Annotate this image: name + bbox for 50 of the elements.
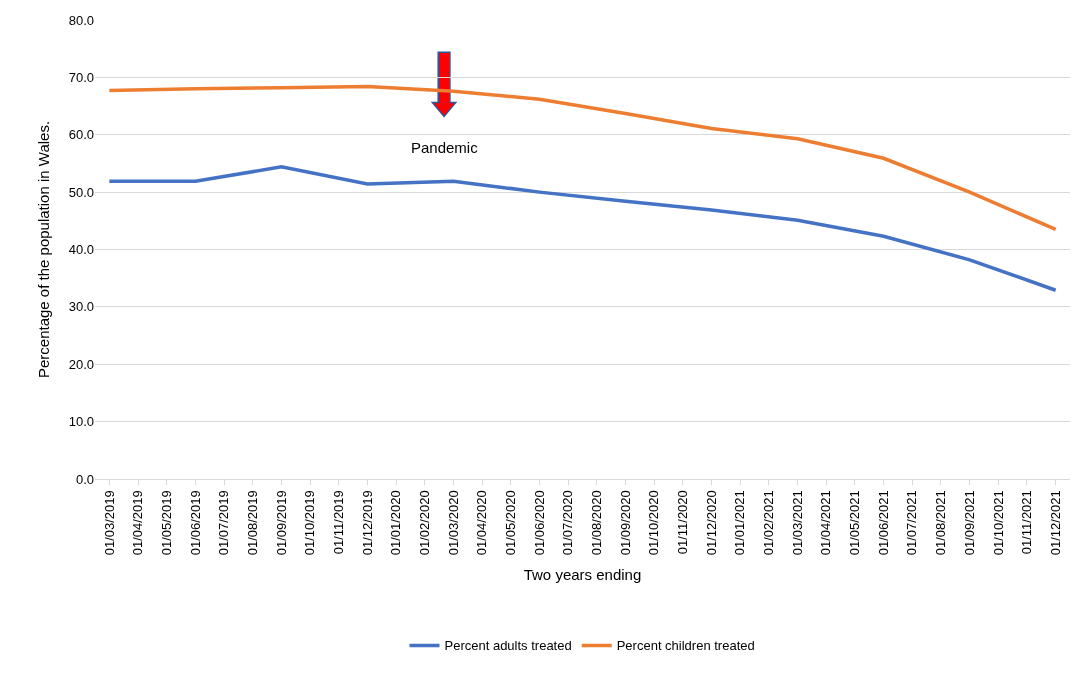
x-tick-label: 01/05/2019 — [158, 490, 174, 556]
legend-label: Percent children treated — [616, 638, 755, 654]
x-tick-label: 01/11/2021 — [1019, 490, 1035, 555]
x-axis-title: Two years ending — [523, 566, 642, 584]
x-tick-label: 01/09/2019 — [273, 490, 289, 556]
x-tick-label: 01/08/2019 — [244, 490, 260, 556]
line-series — [107, 84, 1058, 232]
x-tick-label: 01/12/2021 — [1047, 490, 1063, 556]
x-tick-label: 01/11/2019 — [330, 490, 346, 555]
y-tick-label: 20.0 — [68, 356, 94, 372]
x-tick-label: 01/03/2021 — [789, 490, 805, 556]
x-tick-label: 01/04/2019 — [130, 490, 146, 556]
y-tick-label: 30.0 — [68, 299, 94, 315]
legend-label: Percent adults treated — [444, 638, 572, 654]
x-tick-label: 01/08/2020 — [589, 490, 605, 556]
x-tick-label: 01/05/2021 — [847, 490, 863, 556]
x-tick-label: 01/03/2019 — [101, 490, 117, 556]
x-tick-label: 01/02/2021 — [761, 490, 777, 556]
y-axis-title: Percentage of the population in Wales. — [34, 120, 52, 379]
x-tick-label: 01/08/2021 — [933, 490, 949, 556]
x-tick-label: 01/06/2020 — [531, 490, 547, 556]
x-tick-label: 01/12/2019 — [359, 490, 375, 556]
x-tick-label: 01/11/2020 — [675, 490, 691, 555]
y-tick-label: 40.0 — [68, 242, 94, 258]
x-tick-label: 01/07/2020 — [560, 490, 576, 556]
x-tick-label: 01/12/2020 — [703, 490, 719, 556]
x-tick-label: 01/05/2020 — [503, 490, 519, 556]
y-tick-label: 10.0 — [68, 414, 94, 430]
x-tick-label: 01/07/2021 — [904, 490, 920, 556]
x-tick-label: 01/10/2021 — [990, 490, 1006, 556]
x-tick-label: 01/06/2019 — [187, 490, 203, 556]
x-tick-label: 01/07/2019 — [216, 490, 232, 556]
x-tick-label: 01/04/2020 — [474, 490, 490, 556]
x-tick-label: 01/04/2021 — [818, 490, 834, 556]
x-tick-label: 01/02/2020 — [417, 490, 433, 556]
x-tick-label: 01/01/2021 — [732, 490, 748, 556]
x-tick-label: 01/10/2019 — [302, 490, 318, 556]
y-tick-label: 70.0 — [68, 69, 94, 85]
y-tick-label: 60.0 — [68, 127, 94, 143]
x-tick-label: 01/06/2021 — [875, 490, 891, 556]
y-tick-label: 0.0 — [75, 471, 94, 487]
x-tick-label: 01/10/2020 — [646, 490, 662, 556]
annotation: Pandemic — [411, 139, 479, 156]
y-tick-label: 80.0 — [68, 12, 94, 28]
x-tick-label: 01/01/2020 — [388, 490, 404, 556]
x-tick-label: 01/09/2020 — [617, 490, 633, 556]
x-tick-label: 01/09/2021 — [961, 490, 977, 556]
y-tick-label: 50.0 — [68, 184, 94, 200]
x-tick-label: 01/03/2020 — [445, 490, 461, 556]
line-series — [107, 165, 1058, 292]
